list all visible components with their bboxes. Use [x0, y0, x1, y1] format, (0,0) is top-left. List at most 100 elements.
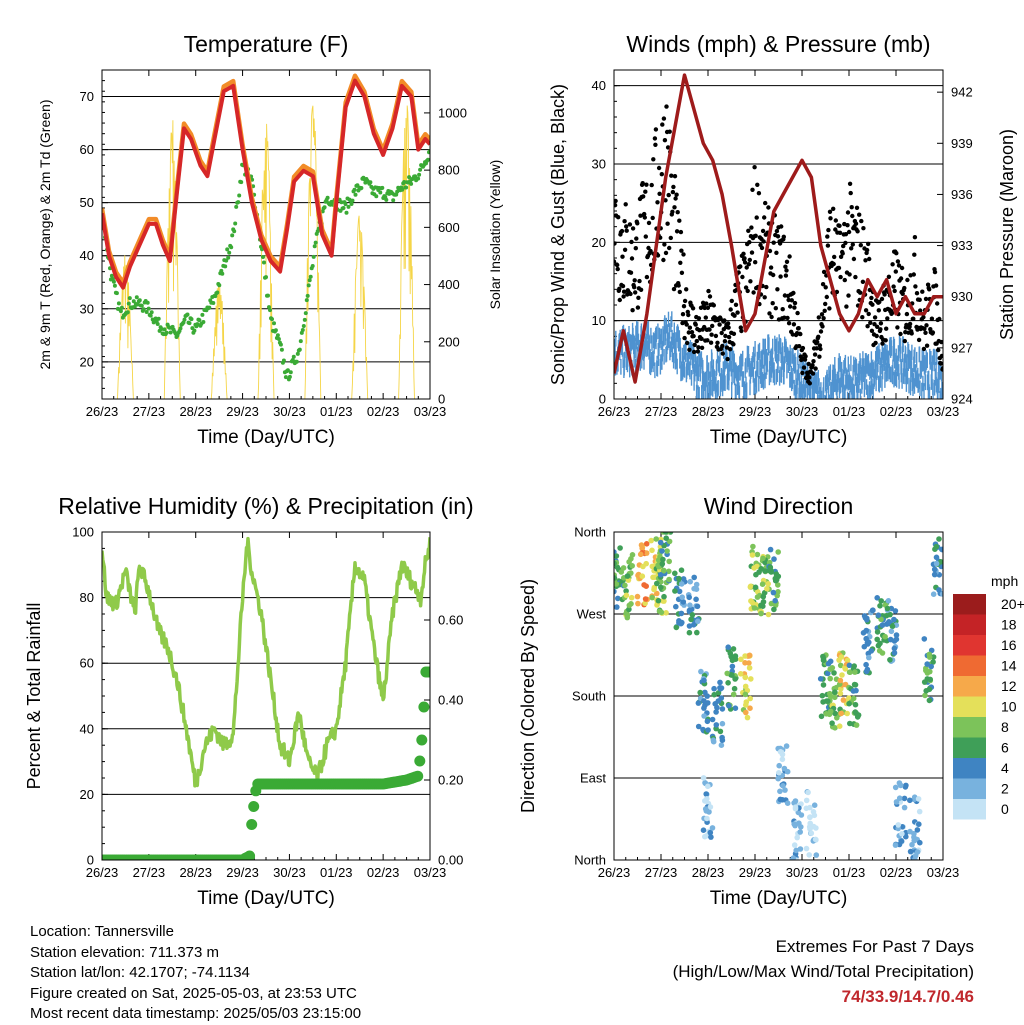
gust-point: [660, 122, 665, 127]
dewpoint-point: [294, 359, 299, 364]
gust-point: [763, 200, 768, 206]
direction-point: [749, 599, 756, 606]
direction-point: [764, 585, 770, 592]
gust-point: [667, 129, 672, 134]
dewpoint-point: [417, 172, 422, 177]
gust-point: [630, 308, 635, 313]
direction-point: [676, 620, 682, 626]
gust-point: [696, 345, 701, 350]
direction-point: [635, 600, 641, 607]
dewpoint-point: [230, 233, 235, 238]
direction-point: [717, 679, 723, 686]
direction-point: [928, 663, 934, 670]
temp-series: [102, 73, 430, 290]
direction-point: [892, 842, 899, 848]
dewpoint-point: [220, 271, 225, 276]
dewpoint-point: [404, 185, 409, 190]
dewpoint-point: [266, 293, 270, 298]
direction-point: [754, 551, 761, 558]
direction-point: [700, 775, 707, 781]
direction-point: [812, 836, 819, 843]
legend-label: 4: [1001, 760, 1009, 776]
direction-point: [666, 576, 672, 583]
gust-point: [695, 349, 700, 354]
direction-point: [884, 605, 891, 612]
y-tick-label: 20: [80, 787, 94, 802]
gust-point: [691, 349, 697, 355]
gust-point: [801, 365, 807, 370]
direction-point: [661, 593, 667, 600]
direction-point: [827, 666, 833, 672]
x-tick-label: 03/23: [414, 865, 447, 880]
gust-point: [636, 295, 641, 300]
dewpoint-point: [295, 351, 300, 356]
gust-point: [899, 265, 905, 271]
dewpoint-point: [279, 347, 284, 352]
dewpoint-point: [116, 301, 121, 306]
gust-point: [916, 337, 922, 343]
gust-point: [728, 307, 733, 312]
direction-point: [742, 674, 749, 681]
dewpoint-point: [125, 310, 130, 315]
gust-point: [752, 165, 757, 170]
dewpoint-point: [126, 301, 131, 306]
gust-point: [792, 300, 798, 306]
direction-point: [660, 567, 667, 574]
direction-point: [893, 799, 900, 805]
gust-point: [878, 321, 884, 326]
gust-point: [771, 240, 776, 245]
gust-point: [894, 251, 899, 256]
direction-point: [704, 815, 710, 822]
gust-point: [746, 262, 751, 267]
gust-point: [914, 291, 920, 296]
gust-point: [816, 315, 821, 320]
gust-point: [859, 218, 864, 224]
x-tick-label: 01/23: [833, 865, 866, 880]
direction-point: [708, 834, 714, 840]
dewpoint-point: [350, 198, 355, 203]
gust-point: [771, 272, 776, 278]
y-tick-label: North: [574, 525, 606, 540]
direction-point: [807, 814, 813, 821]
dewpoint-point: [215, 290, 220, 295]
direction-point: [654, 580, 660, 587]
y-tick-label: 60: [80, 656, 94, 671]
direction-point: [732, 705, 739, 711]
x-tick-label: 28/23: [179, 865, 212, 880]
dewpoint-point: [343, 202, 348, 207]
gust-point: [898, 276, 904, 281]
direction-point: [806, 852, 812, 858]
direction-point: [836, 723, 843, 729]
gust-point: [863, 258, 868, 263]
dewpoint-point: [276, 337, 281, 341]
y2-tick-label: 200: [438, 334, 460, 349]
direction-point: [746, 652, 753, 659]
gust-point: [650, 215, 655, 221]
direction-point: [779, 751, 786, 758]
direction-point: [765, 611, 772, 618]
direction-point: [737, 671, 744, 677]
gust-point: [822, 308, 827, 313]
y-tick-label: South: [572, 689, 606, 704]
direction-point: [917, 839, 923, 846]
direction-point: [850, 695, 857, 702]
direction-point: [622, 582, 628, 589]
gust-point: [893, 269, 898, 274]
direction-point: [930, 659, 936, 665]
gust-point: [831, 261, 836, 267]
gust-point: [729, 298, 734, 304]
dewpoint-point: [273, 328, 278, 333]
direction-point: [751, 565, 757, 571]
dewpoint-point: [322, 205, 327, 210]
gust-point: [927, 287, 932, 292]
dewpoint-point: [162, 327, 167, 332]
direction-point: [770, 589, 777, 596]
gust-point: [866, 311, 871, 317]
gust-point: [935, 301, 940, 306]
direction-point: [827, 708, 834, 715]
gust-point: [731, 331, 737, 336]
gust-point: [925, 282, 931, 287]
gust-point: [838, 254, 844, 259]
dewpoint-point: [341, 206, 346, 210]
gust-point: [740, 274, 745, 280]
